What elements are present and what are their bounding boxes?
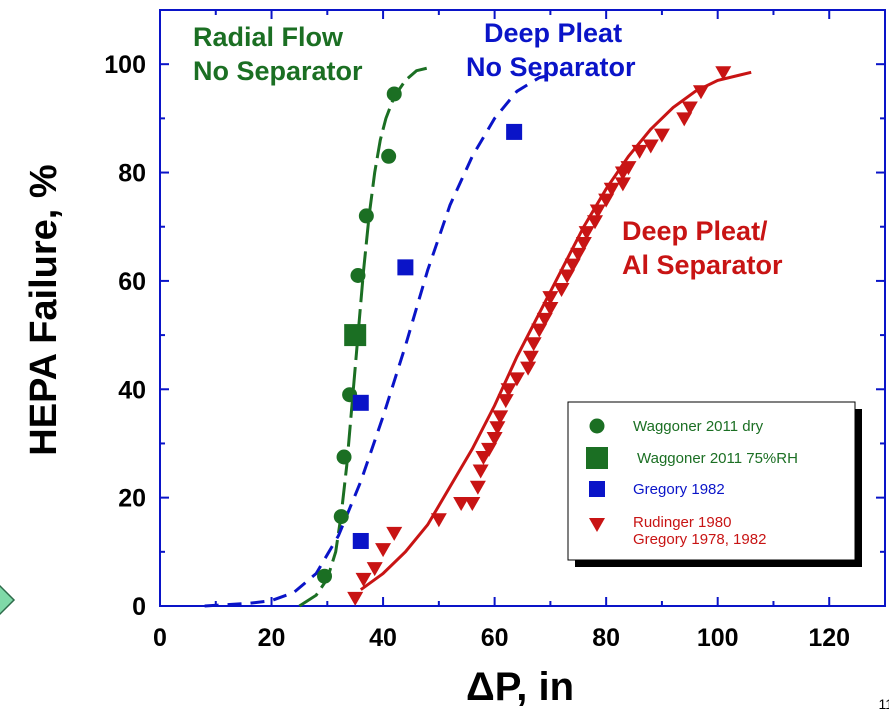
data-point-rudinger-1980	[681, 101, 698, 116]
data-point-rudinger-1980	[520, 361, 537, 376]
data-point-rudinger-1980	[542, 291, 559, 306]
data-point-rudinger-1980	[464, 497, 481, 512]
data-point-rudinger-1980	[653, 128, 670, 143]
x-tick-label: 80	[592, 624, 620, 652]
x-tick-label: 120	[808, 624, 850, 652]
y-tick-label: 0	[132, 593, 146, 621]
x-tick-label: 60	[481, 624, 509, 652]
data-point-rudinger-1980	[620, 161, 637, 176]
annotation-deep-al-line1: Deep Pleat/	[622, 216, 768, 246]
data-point-rudinger-1980	[489, 421, 506, 436]
data-point-waggoner-2011-dry	[381, 148, 397, 164]
data-point-waggoner-2011-dry	[317, 568, 333, 584]
plot-frame	[159, 9, 886, 607]
data-point-waggoner-2011-dry	[333, 509, 349, 525]
legend-marker-waggoner-2011-75-rh	[586, 447, 608, 469]
annotation-radial-line1: Radial Flow	[193, 22, 344, 52]
data-point-gregory-1982	[352, 394, 369, 411]
y-tick-label: 80	[118, 160, 146, 188]
legend-label: Gregory 1982	[633, 481, 725, 498]
legend-marker-gregory-1982	[589, 481, 605, 497]
y-axis-title: HEPA Failure, %	[23, 164, 65, 455]
data-point-rudinger-1980	[497, 394, 514, 409]
data-point-waggoner-2011-dry	[336, 449, 352, 465]
data-point-rudinger-1980	[469, 480, 486, 495]
data-point-rudinger-1980	[564, 258, 581, 273]
data-point-rudinger-1980	[522, 350, 539, 365]
legend-marker-waggoner-2011-dry	[589, 418, 605, 434]
data-point-rudinger-1980	[472, 464, 489, 479]
legend-marker-rudinger-1980	[589, 518, 605, 532]
annotation-deep-line1: Deep Pleat	[484, 18, 622, 48]
data-point-rudinger-1980	[430, 513, 447, 528]
data-point-rudinger-1980	[366, 562, 383, 577]
y-tick-label: 20	[118, 485, 146, 513]
data-point-rudinger-1980	[676, 112, 693, 127]
annotation-deep-al-line2: Al Separator	[622, 250, 783, 280]
legend: Waggoner 2011 dry Waggoner 2011 75%RH Greg…	[567, 401, 862, 567]
data-point-rudinger-1980	[375, 543, 392, 558]
data-point-rudinger-1980	[603, 182, 620, 197]
data-point-rudinger-1980	[553, 283, 570, 298]
data-point-rudinger-1980	[578, 226, 595, 241]
data-point-waggoner-2011-dry	[350, 267, 366, 283]
curve-annotations: Radial Flow No Separator Deep Pleat No S…	[193, 18, 783, 280]
data-point-rudinger-1980	[453, 497, 470, 512]
data-point-rudinger-1980	[692, 85, 709, 100]
data-point-waggoner-2011-dry	[358, 208, 374, 224]
annotation-radial-line2: No Separator	[193, 56, 363, 86]
data-point-rudinger-1980	[492, 410, 509, 425]
data-point-rudinger-1980	[587, 215, 603, 230]
data-point-rudinger-1980	[475, 451, 492, 465]
axis-ticks: 0 20 40 60 80 100 120 0 20 40 60 80 100	[104, 10, 885, 652]
data-point-rudinger-1980	[355, 572, 372, 587]
data-point-waggoner-2011-dry	[386, 86, 402, 102]
fit-curve-deep-pleat-no-separator-fit	[204, 72, 557, 608]
data-point-gregory-1982	[397, 259, 414, 276]
data-points	[317, 66, 732, 606]
data-point-rudinger-1980	[631, 144, 648, 159]
y-tick-label: 60	[118, 268, 146, 296]
annotation-deep-line2: No Separator	[466, 52, 636, 82]
data-point-rudinger-1980	[542, 302, 559, 316]
x-tick-label: 100	[697, 624, 739, 652]
legend-label: Waggoner 2011 75%RH	[637, 450, 798, 467]
data-point-rudinger-1980	[531, 323, 548, 338]
data-point-rudinger-1980	[386, 526, 403, 541]
data-point-rudinger-1980	[570, 247, 587, 262]
data-point-rudinger-1980	[500, 383, 517, 398]
x-axis-title: ΔP, in	[466, 665, 574, 706]
data-point-rudinger-1980	[536, 312, 553, 327]
data-point-gregory-1982	[506, 123, 523, 140]
data-point-rudinger-1980	[486, 432, 503, 447]
data-point-rudinger-1980	[614, 177, 631, 192]
legend-label: Waggoner 2011 dry	[633, 418, 764, 435]
data-point-rudinger-1980	[559, 269, 576, 284]
data-point-rudinger-1980	[575, 236, 592, 251]
data-point-waggoner-2011-75-rh	[344, 324, 367, 347]
x-tick-label: 20	[258, 624, 286, 652]
data-point-rudinger-1980	[525, 337, 542, 352]
y-tick-label: 100	[104, 51, 146, 79]
data-point-rudinger-1980	[481, 442, 498, 457]
legend-box	[567, 401, 856, 561]
data-point-rudinger-1980	[589, 204, 606, 219]
data-point-rudinger-1980	[642, 139, 659, 154]
data-point-rudinger-1980	[347, 591, 364, 606]
x-tick-label: 0	[153, 624, 167, 652]
y-tick-label: 40	[118, 376, 146, 404]
page-number: 11	[878, 696, 889, 712]
data-point-rudinger-1980	[508, 372, 525, 387]
x-tick-label: 40	[369, 624, 397, 652]
data-point-rudinger-1980	[598, 193, 615, 208]
legend-label: Rudinger 1980	[633, 514, 731, 531]
legend-label-line2: Gregory 1978, 1982	[633, 531, 766, 548]
nav-arrow-icon[interactable]	[0, 580, 16, 620]
data-point-rudinger-1980	[715, 66, 732, 81]
data-point-gregory-1982	[352, 532, 369, 549]
